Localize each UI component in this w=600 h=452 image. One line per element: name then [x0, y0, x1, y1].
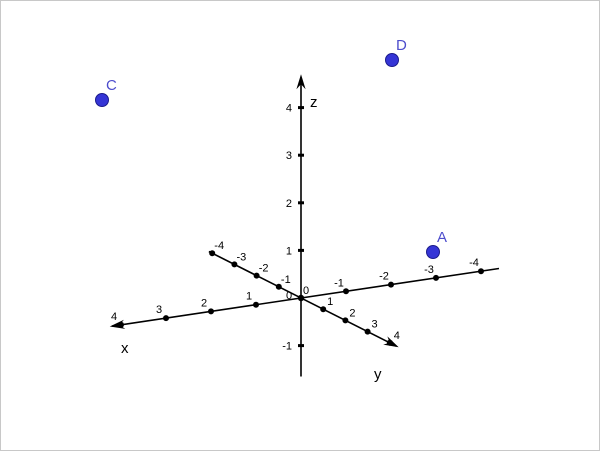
x-tick-mark	[163, 315, 169, 322]
x-tick-label: 4	[111, 311, 117, 323]
y-tick-label: 1	[327, 296, 333, 308]
x-tick-mark	[478, 268, 484, 275]
point-d-label: D	[396, 37, 407, 54]
x-tick-mark	[343, 288, 349, 295]
y-tick-mark	[364, 328, 371, 335]
x-tick-label: -1	[334, 277, 344, 289]
z-tick-label: 4	[286, 103, 292, 115]
x-tick-label: -3	[424, 264, 434, 276]
z-tick-label: 3	[286, 150, 292, 162]
y-tick-mark	[386, 339, 393, 346]
origin-dot	[297, 294, 305, 302]
y-tick-mark	[342, 317, 349, 324]
x-tick-mark	[118, 321, 124, 328]
x-tick-mark	[208, 308, 214, 315]
x-tick-label: -2	[379, 271, 389, 283]
point-d-marker[interactable]	[385, 53, 399, 67]
z-tick-label: 1	[286, 245, 292, 257]
y-tick-label: -4	[214, 240, 224, 252]
y-tick-label: 2	[349, 307, 355, 319]
axes-layer	[109, 74, 500, 377]
y-tick-mark	[320, 306, 327, 313]
y-tick-label: 4	[394, 330, 400, 342]
x-tick-label: 1	[246, 291, 252, 303]
point-d[interactable]: D	[385, 37, 408, 67]
x-tick-mark	[253, 301, 259, 308]
z-tick-label: 2	[286, 198, 292, 210]
y-tick-mark	[253, 272, 260, 279]
points-layer[interactable]: A C D	[95, 37, 448, 259]
x-tick-label: 2	[201, 297, 207, 309]
x-axis-name: x	[121, 340, 129, 357]
point-a-label: A	[437, 229, 447, 246]
origin-label: 0	[286, 290, 292, 302]
y-tick-label: -1	[281, 274, 291, 286]
y-tick-label: -3	[237, 251, 247, 263]
y-axis-name: y	[374, 366, 382, 383]
origin-label: 0	[303, 285, 309, 297]
x-axis-line	[111, 267, 500, 327]
y-tick-mark	[209, 250, 216, 257]
x-tick-mark	[388, 281, 394, 288]
z-axis-name: z	[310, 94, 318, 111]
point-c-label: C	[106, 77, 117, 94]
z-tick-label: -1	[282, 341, 292, 353]
point-a[interactable]: A	[426, 229, 448, 259]
x-tick-mark	[433, 274, 439, 281]
z-axis-arrowhead	[296, 74, 306, 90]
point-c[interactable]: C	[95, 77, 118, 107]
point-c-marker[interactable]	[95, 93, 109, 107]
ticks-layer	[118, 106, 484, 348]
x-tick-label: 3	[156, 304, 162, 316]
y-tick-label: 3	[372, 319, 378, 331]
y-tick-mark	[275, 283, 282, 290]
point-a-marker[interactable]	[426, 245, 440, 259]
y-tick-label: -2	[259, 263, 269, 275]
y-tick-mark	[231, 261, 238, 268]
x-tick-label: -4	[469, 257, 479, 269]
